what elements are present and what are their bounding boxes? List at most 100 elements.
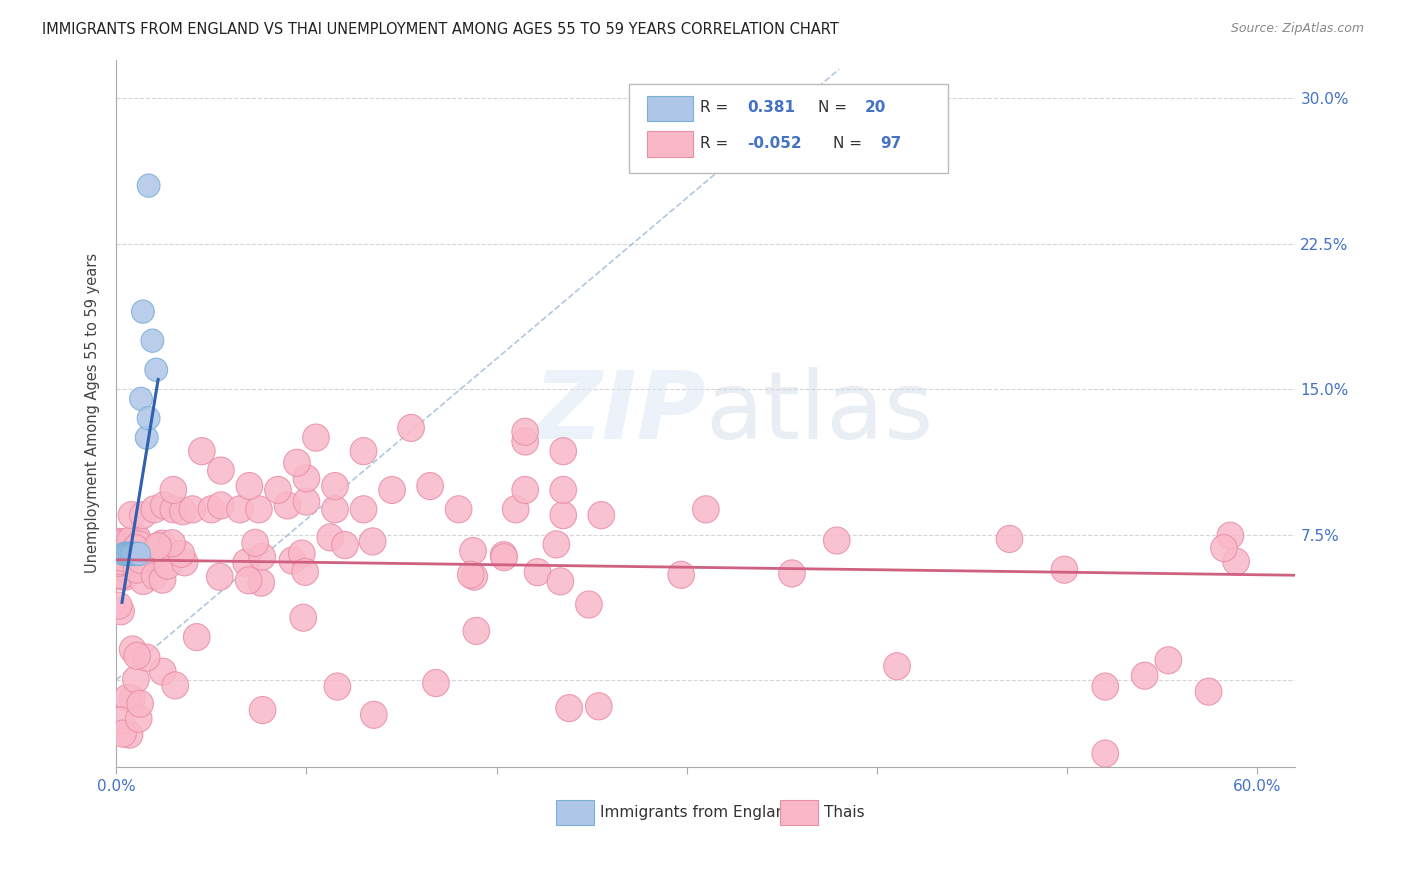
Ellipse shape <box>110 720 136 747</box>
Ellipse shape <box>112 555 139 582</box>
Ellipse shape <box>292 558 318 585</box>
Ellipse shape <box>360 528 385 555</box>
Ellipse shape <box>105 592 132 619</box>
Ellipse shape <box>150 491 177 519</box>
Ellipse shape <box>125 542 149 566</box>
Ellipse shape <box>446 496 472 523</box>
Text: N =: N = <box>834 136 862 152</box>
Ellipse shape <box>198 496 225 523</box>
Ellipse shape <box>249 697 276 723</box>
Ellipse shape <box>118 542 141 566</box>
Ellipse shape <box>550 476 576 503</box>
Ellipse shape <box>122 542 145 566</box>
Text: IMMIGRANTS FROM ENGLAND VS THAI UNEMPLOYMENT AMONG AGES 55 TO 59 YEARS CORRELATI: IMMIGRANTS FROM ENGLAND VS THAI UNEMPLOY… <box>42 22 839 37</box>
Ellipse shape <box>155 538 181 565</box>
Ellipse shape <box>246 496 273 523</box>
Ellipse shape <box>108 548 134 574</box>
Ellipse shape <box>292 488 319 516</box>
Text: R =: R = <box>700 136 728 152</box>
Ellipse shape <box>302 424 329 451</box>
Ellipse shape <box>124 542 146 566</box>
Ellipse shape <box>112 542 135 566</box>
Ellipse shape <box>138 407 160 430</box>
Ellipse shape <box>502 496 529 523</box>
Ellipse shape <box>325 673 350 700</box>
Ellipse shape <box>110 529 135 556</box>
Ellipse shape <box>575 591 602 618</box>
Ellipse shape <box>360 701 387 729</box>
Ellipse shape <box>122 542 145 566</box>
Ellipse shape <box>125 531 152 558</box>
Ellipse shape <box>512 428 538 455</box>
Ellipse shape <box>129 501 156 529</box>
Ellipse shape <box>108 707 135 734</box>
Ellipse shape <box>105 546 132 573</box>
Ellipse shape <box>247 569 274 596</box>
Ellipse shape <box>183 624 209 650</box>
Ellipse shape <box>226 496 253 523</box>
Ellipse shape <box>550 438 576 465</box>
Ellipse shape <box>233 549 259 576</box>
Ellipse shape <box>105 549 132 576</box>
Ellipse shape <box>160 496 187 523</box>
Text: Source: ZipAtlas.com: Source: ZipAtlas.com <box>1230 22 1364 36</box>
Ellipse shape <box>693 496 720 523</box>
Ellipse shape <box>461 563 488 591</box>
Ellipse shape <box>350 438 377 465</box>
FancyBboxPatch shape <box>647 131 693 156</box>
Ellipse shape <box>543 531 569 558</box>
Ellipse shape <box>997 525 1022 552</box>
Ellipse shape <box>242 529 269 557</box>
Ellipse shape <box>149 530 176 558</box>
Ellipse shape <box>170 498 197 524</box>
FancyBboxPatch shape <box>647 95 693 121</box>
Ellipse shape <box>585 693 612 720</box>
Text: atlas: atlas <box>706 368 934 459</box>
Ellipse shape <box>160 476 187 503</box>
Ellipse shape <box>122 534 149 562</box>
Y-axis label: Unemployment Among Ages 55 to 59 years: Unemployment Among Ages 55 to 59 years <box>86 253 100 574</box>
Ellipse shape <box>292 465 319 491</box>
Ellipse shape <box>316 524 343 551</box>
Ellipse shape <box>128 542 150 566</box>
Ellipse shape <box>107 563 134 590</box>
Ellipse shape <box>110 544 136 571</box>
Ellipse shape <box>1223 548 1250 575</box>
Ellipse shape <box>463 617 489 645</box>
Ellipse shape <box>115 532 142 559</box>
Ellipse shape <box>179 496 205 523</box>
Ellipse shape <box>207 563 233 591</box>
Text: ZIP: ZIP <box>533 368 706 459</box>
Ellipse shape <box>146 534 173 561</box>
Ellipse shape <box>122 665 149 693</box>
Ellipse shape <box>332 532 359 558</box>
Ellipse shape <box>108 561 135 589</box>
Text: N =: N = <box>818 100 846 115</box>
Ellipse shape <box>460 538 486 565</box>
Ellipse shape <box>110 547 136 574</box>
Ellipse shape <box>125 706 152 732</box>
Ellipse shape <box>524 558 551 586</box>
Text: Thais: Thais <box>824 805 865 820</box>
Text: 97: 97 <box>880 136 901 152</box>
Ellipse shape <box>457 561 484 589</box>
Ellipse shape <box>416 473 443 500</box>
Ellipse shape <box>110 553 136 580</box>
Ellipse shape <box>322 473 349 500</box>
Ellipse shape <box>588 501 614 529</box>
Text: 20: 20 <box>865 100 886 115</box>
Ellipse shape <box>668 561 695 589</box>
Ellipse shape <box>138 174 160 197</box>
Ellipse shape <box>555 695 582 722</box>
Ellipse shape <box>134 644 160 672</box>
Ellipse shape <box>118 542 141 566</box>
Ellipse shape <box>159 530 186 557</box>
Ellipse shape <box>131 537 157 564</box>
Ellipse shape <box>111 563 138 591</box>
FancyBboxPatch shape <box>557 800 593 825</box>
Ellipse shape <box>1156 647 1181 673</box>
Ellipse shape <box>114 684 141 711</box>
Ellipse shape <box>127 690 153 717</box>
Ellipse shape <box>236 473 263 500</box>
Ellipse shape <box>274 491 301 519</box>
